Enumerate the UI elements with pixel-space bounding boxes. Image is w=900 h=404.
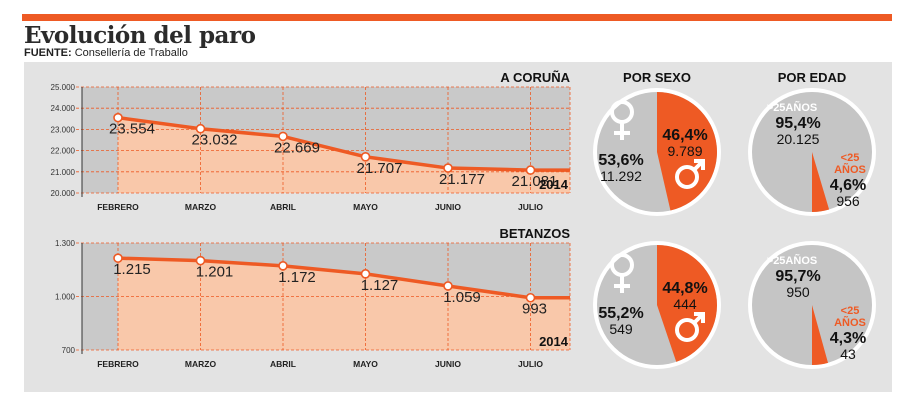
data-label: 22.669: [274, 139, 320, 156]
x-tick-label: ABRIL: [270, 202, 296, 212]
slice-category-label: AÑOS: [834, 316, 866, 329]
data-label: 21.081: [512, 173, 558, 190]
data-point: [278, 261, 288, 271]
pie-chart-sex: 44,8%444 55,2%549: [593, 241, 721, 369]
data-label: 1.201: [196, 264, 234, 281]
slice-pct-label: 53,6%: [598, 152, 643, 169]
symbol-ring: [675, 165, 699, 189]
year-label: 2014: [539, 334, 569, 349]
x-tick-label: MAYO: [353, 359, 378, 369]
x-tick-label: JULIO: [518, 202, 543, 212]
data-point: [195, 255, 206, 266]
slice-count-label: 43: [840, 346, 856, 362]
page-title: Evolución del paro: [24, 22, 256, 49]
chart-title: POR SEXO: [623, 70, 691, 85]
data-label: 993: [522, 301, 547, 318]
data-label: 23.554: [109, 121, 155, 138]
y-tick-label: 24.000: [51, 104, 76, 113]
data-point: [525, 292, 536, 303]
male-symbol-icon: [675, 312, 705, 342]
pie-slice: [812, 152, 830, 212]
x-tick-label: JULIO: [518, 359, 543, 369]
source-label: FUENTE:: [24, 47, 72, 59]
x-tick-label: MARZO: [185, 359, 217, 369]
data-point: [195, 123, 206, 134]
data-point: [443, 281, 453, 291]
x-tick-label: JUNIO: [435, 359, 461, 369]
slice-category-label: AÑOS: [834, 163, 866, 176]
male-symbol-icon: [675, 159, 705, 189]
y-tick-label: 1.300: [55, 239, 76, 248]
data-label: 21.177: [439, 171, 485, 188]
slice-count-label: 549: [609, 321, 633, 337]
slice-count-label: 444: [673, 296, 697, 312]
slice-category-label: >25AÑOS: [767, 254, 817, 267]
slice-count-label: 956: [836, 193, 860, 209]
data-label: 1.127: [361, 277, 399, 294]
y-tick-label: 21.000: [51, 168, 76, 177]
slice-category-label: <25: [841, 152, 860, 164]
slice-count-label: 950: [786, 284, 810, 300]
pie-chart-sex: POR SEXO 46,4%9.789 53,6%11.292: [593, 70, 721, 216]
y-tick-label: 1.000: [55, 293, 76, 302]
pie-slice: [657, 245, 717, 362]
slice-pct-label: 44,8%: [662, 280, 707, 297]
female-symbol-icon: [610, 253, 634, 293]
x-tick-label: JUNIO: [435, 202, 461, 212]
slice-pct-label: 4,3%: [830, 330, 866, 347]
x-tick-label: ABRIL: [270, 359, 296, 369]
data-label: 1.059: [443, 289, 481, 306]
data-point: [113, 253, 123, 263]
data-label: 1.172: [278, 269, 316, 286]
area-fill: [118, 258, 570, 350]
top-accent-bar: [22, 14, 892, 21]
slice-category-label: <25: [841, 305, 860, 317]
source-text: Consellería de Traballo: [74, 47, 188, 59]
chart-title: A CORUÑA: [500, 70, 570, 85]
pie-slice: [812, 305, 829, 365]
data-point: [360, 152, 371, 162]
data-point: [113, 112, 123, 123]
y-tick-label: 22.000: [51, 147, 76, 156]
data-point: [278, 131, 288, 142]
female-symbol-icon: [610, 100, 634, 140]
slice-count-label: 9.789: [667, 143, 702, 159]
chart-title: BETANZOS: [499, 226, 570, 241]
line-chart-betanzos: 700 1.000 1.300 1.215 FEBRERO 1.201 MARZO 1.172…: [55, 226, 571, 369]
line-chart-a-coru-a: 20.000 21.000 22.000 23.000 24.000 25.000 23.5…: [51, 70, 571, 212]
y-tick-label: 20.000: [51, 189, 76, 198]
x-tick-label: FEBRERO: [97, 359, 139, 369]
pie-slice: [657, 92, 717, 211]
x-tick-label: MAYO: [353, 202, 378, 212]
x-tick-label: MARZO: [185, 202, 217, 212]
data-label: 1.215: [113, 261, 151, 278]
slice-pct-label: 95,7%: [775, 268, 820, 285]
data-point: [525, 165, 536, 175]
slice-pct-label: 46,4%: [662, 127, 707, 144]
y-tick-label: 700: [62, 346, 76, 355]
symbol-stroke: [694, 159, 705, 170]
chart-title: POR EDAD: [778, 70, 847, 85]
data-label: 23.032: [192, 132, 238, 149]
y-tick-label: 25.000: [51, 83, 76, 92]
slice-category-label: >25AÑOS: [767, 101, 817, 114]
data-label: 21.707: [357, 160, 403, 177]
y-tick-label: 23.000: [51, 125, 76, 134]
symbol-stroke: [694, 312, 705, 323]
data-point: [443, 163, 453, 173]
slice-pct-label: 4,6%: [830, 177, 866, 194]
year-label: 2014: [539, 177, 569, 192]
symbol-ring: [675, 318, 699, 342]
source-line: FUENTE: Consellería de Traballo: [24, 47, 188, 59]
x-tick-label: FEBRERO: [97, 202, 139, 212]
slice-count-label: 20.125: [777, 131, 820, 147]
slice-count-label: 11.292: [600, 168, 642, 184]
slice-pct-label: 55,2%: [598, 305, 643, 322]
area-fill: [118, 117, 570, 193]
data-point: [360, 269, 371, 279]
slice-pct-label: 95,4%: [775, 115, 820, 132]
